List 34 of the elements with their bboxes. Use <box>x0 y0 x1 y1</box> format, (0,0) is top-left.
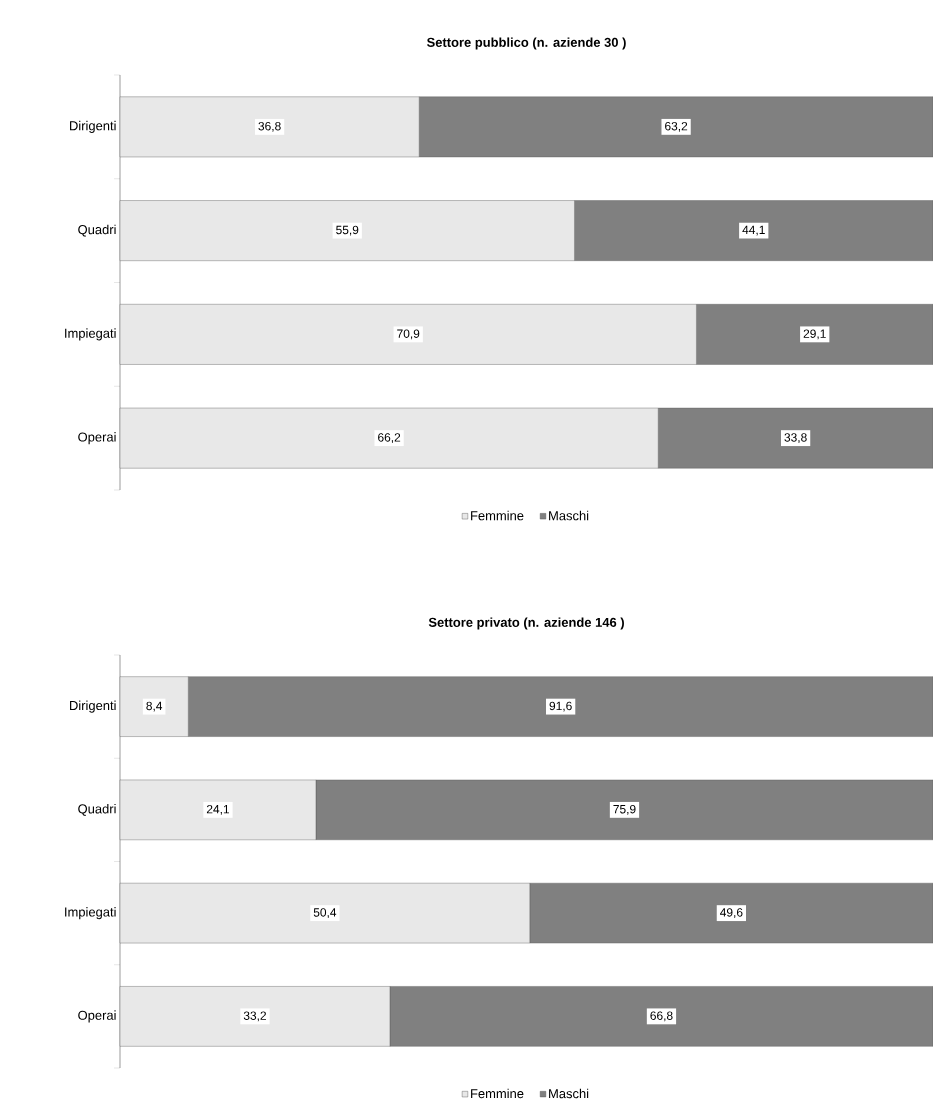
data-label: 29,1 <box>803 329 826 340</box>
bar <box>696 304 933 365</box>
data-label: 44,1 <box>742 225 765 236</box>
y-tick-label: Dirigenti <box>69 700 116 713</box>
data-label: 33,2 <box>243 1011 266 1022</box>
bar <box>657 407 933 469</box>
data-label: 8,4 <box>146 701 163 712</box>
y-tick-label: Impiegati <box>65 907 116 920</box>
data-label: 55,9 <box>335 225 359 236</box>
data-label: 36,8 <box>258 121 281 132</box>
data-label: 75,9 <box>613 804 636 815</box>
y-tick-label: Quadri <box>78 224 116 237</box>
y-tick-label: Operai <box>78 1010 116 1023</box>
legend-label: Maschi <box>549 1088 589 1099</box>
bar <box>574 200 933 261</box>
y-tick-label: Operai <box>78 432 116 445</box>
legend-label: Femmine <box>470 1088 524 1099</box>
y-tick-label: Quadri <box>78 803 116 816</box>
legend-label: Maschi <box>549 510 589 521</box>
data-label: 63,2 <box>664 121 688 132</box>
y-tick-label: Dirigenti <box>69 120 116 133</box>
data-label: 70,9 <box>397 329 420 340</box>
legend-label: Femmine <box>470 510 524 521</box>
data-label: 91,6 <box>549 701 572 712</box>
data-label: 66,8 <box>650 1011 673 1022</box>
chart-title: Settore pubblico (n. aziende 30 ) <box>426 37 626 50</box>
data-label: 50,4 <box>313 908 337 919</box>
data-label: 49,6 <box>719 908 743 919</box>
data-label: 33,8 <box>784 433 807 444</box>
data-label: 24,1 <box>206 804 229 815</box>
data-label: 66,2 <box>377 433 401 444</box>
y-tick-label: Impiegati <box>65 328 116 341</box>
bar <box>418 96 933 158</box>
chart-title: Settore privato (n. aziende 146 ) <box>428 617 624 630</box>
